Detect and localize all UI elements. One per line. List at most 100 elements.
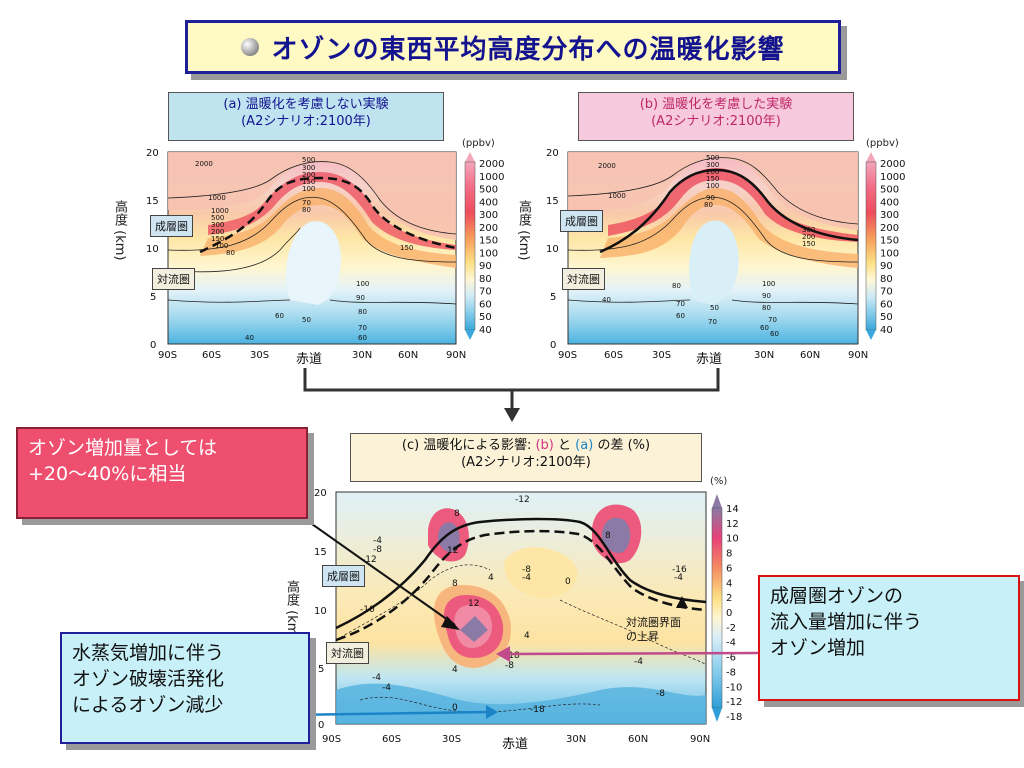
contour-label: 200 — [802, 233, 815, 241]
panel-b-contour-4 — [731, 299, 859, 305]
contour-label: 80 — [302, 206, 311, 214]
panel-c-colorbar-label: 12 — [726, 519, 739, 530]
panel-a-colorbar — [464, 152, 476, 340]
pointer-red-arrowhead — [441, 616, 460, 630]
contour-label: 80 — [226, 249, 235, 257]
contour-label: 0 — [565, 577, 571, 587]
pointer-red — [284, 504, 456, 626]
panel-c-title-and: と — [558, 438, 572, 453]
panel-a-contour-3 — [167, 227, 301, 273]
panel-c-tropopause-a — [335, 529, 707, 642]
contour-label: 4 — [524, 631, 530, 641]
contour-label: 100 — [302, 185, 315, 193]
contour-label: -4 — [674, 573, 683, 583]
contour-label: 60 — [760, 324, 769, 332]
panel-c-colorbar-label: 2 — [726, 593, 732, 604]
panel-c-title-prefix: (c) 温暖化による影響: — [401, 438, 532, 453]
contour-label: -18 — [505, 651, 520, 661]
contour-label: 70 — [302, 199, 311, 207]
panel-c-colorbar-label: 0 — [726, 608, 732, 619]
pointer-blue — [287, 710, 489, 717]
panel-a-band-300 — [208, 172, 456, 250]
contour-label: -16 — [672, 565, 687, 575]
contour-label: 0 — [452, 703, 458, 713]
panel-c-troposphere-tag: 対流圏 — [326, 642, 369, 664]
callout-line: オゾン増加 — [770, 637, 866, 659]
panel-b-plot: 20 15 10 5 0 90S 60S 30S 30N 60N 90N 赤道 … — [546, 148, 868, 367]
contour-label: -8 — [373, 545, 382, 555]
panel-c-central-warm — [504, 547, 578, 599]
contour-label: 300 — [706, 161, 719, 169]
panel-c-ytick: 0 — [318, 720, 324, 731]
contour-label: 8 — [605, 531, 611, 541]
contour-label: 12 — [447, 546, 458, 556]
panel-b-colorbar-label: 300 — [880, 210, 899, 221]
callout-line: 流入量増加に伴う — [770, 611, 923, 633]
panel-a-ylabel: 高度 (km) — [112, 200, 127, 261]
contour-label: 90 — [356, 294, 365, 302]
panel-c-xtick: 60S — [382, 734, 401, 745]
panel-a-band-1000 — [168, 152, 456, 240]
panel-a-contour-2 — [167, 196, 457, 263]
panel-c-title-a: (a) — [575, 438, 594, 453]
panel-b-ytick: 10 — [546, 244, 559, 255]
panel-a-xtick: 60S — [202, 350, 221, 361]
panel-b-tropopause — [599, 168, 859, 254]
panel-c-xtick: 90S — [322, 734, 341, 745]
panel-a-xtick: 30N — [352, 350, 372, 361]
panel-b-colorbar-label: 50 — [880, 312, 893, 323]
contour-label: 12 — [468, 599, 479, 609]
panel-b-contour-1 — [567, 157, 859, 225]
contour-label: 4 — [452, 665, 458, 675]
panel-b-contour-2 — [567, 196, 859, 263]
contour-label: 40 — [602, 296, 611, 304]
contour-label: 100 — [215, 242, 228, 250]
panel-a-contour-1 — [167, 161, 457, 235]
contour-label: 80 — [672, 282, 681, 290]
contour-label: -4 — [373, 536, 382, 546]
contour-label: 100 — [356, 280, 369, 288]
contour-label: 60 — [275, 312, 284, 320]
contour-label: 100 — [706, 182, 719, 190]
callout-line: によるオゾン減少 — [72, 694, 224, 716]
contour-label: 90 — [762, 292, 771, 300]
panel-c-pos-core — [460, 616, 488, 642]
panel-b-colorbar-label: 400 — [880, 197, 899, 208]
contour-label: 60 — [358, 334, 367, 342]
panel-a-colorbar-label: 400 — [479, 197, 498, 208]
panel-b-band-1000 — [568, 152, 858, 230]
panel-b-colorbar-label: 2000 — [880, 159, 905, 170]
panel-a-header: (a) 温暖化を考慮しない実験 (A2シナリオ:2100年) — [168, 92, 444, 141]
panel-b-ytick: 15 — [546, 196, 559, 207]
contour-label: 60 — [676, 312, 685, 320]
panel-a-tropopause — [199, 176, 457, 254]
panel-a-colorbar-label: 90 — [479, 261, 492, 272]
panel-b-xtick: 90S — [558, 350, 577, 361]
panel-b-colorbar-label: 80 — [880, 274, 893, 285]
panel-c-plot: 20 15 10 5 0 90S 60S 30S 30N 60N 90N 赤道 … — [314, 488, 710, 752]
panel-c-ylabel: 高度 (km) — [284, 580, 299, 641]
contour-label: -10 — [360, 605, 375, 615]
pointer-magenta — [507, 651, 759, 656]
connector-arrowhead — [504, 408, 520, 422]
panel-a-colorbar-label: 1000 — [479, 172, 504, 183]
contour-label: 200 — [211, 228, 224, 236]
panel-a-colorbar-label: 500 — [479, 185, 498, 196]
contour-label: 60 — [770, 330, 779, 338]
panel-c-unit: (%) — [710, 476, 728, 487]
contour-label: 80 — [704, 201, 713, 209]
contour-label: 1000 — [608, 192, 626, 200]
panel-a-colorbar-label: 300 — [479, 210, 498, 221]
panel-a-ytick: 20 — [146, 148, 159, 159]
panel-c-colorbar-label: -2 — [726, 623, 736, 634]
tropopause-note-1: 対流圏界面 — [626, 615, 681, 629]
panel-a-ytick: 15 — [146, 196, 159, 207]
panel-a-colorbar-label: 2000 — [479, 159, 504, 170]
contour-label: 1000 — [208, 194, 226, 202]
panel-a-ytick: 0 — [150, 340, 156, 351]
contour-label: 50 — [302, 316, 311, 324]
panel-c-contour-1 — [335, 564, 491, 641]
bullet-icon — [241, 38, 260, 56]
callout-line: 水蒸気増加に伴う — [72, 642, 225, 664]
